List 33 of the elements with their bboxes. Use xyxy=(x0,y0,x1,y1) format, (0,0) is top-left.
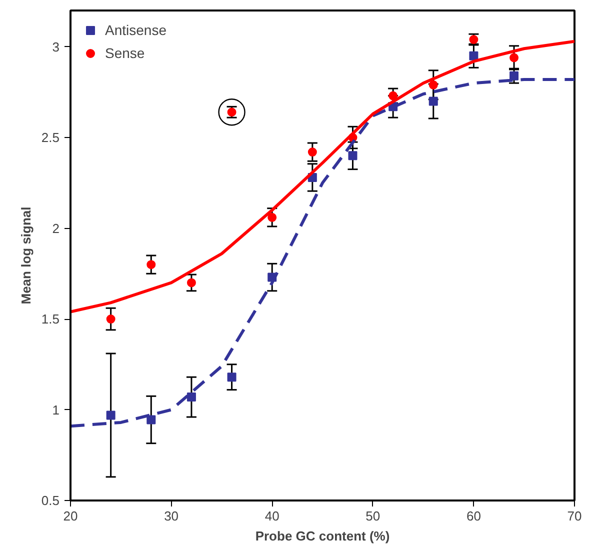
y-tick-label: 1 xyxy=(52,402,60,418)
x-tick-label: 60 xyxy=(466,508,481,524)
point xyxy=(428,96,438,106)
legend-label: Sense xyxy=(105,45,145,61)
point xyxy=(146,415,156,424)
y-tick-label: 3 xyxy=(52,39,60,54)
x-axis-title: Probe GC content (%) xyxy=(255,528,390,544)
point xyxy=(186,392,196,402)
point xyxy=(186,278,196,288)
point xyxy=(388,91,398,100)
x-tick-label: 70 xyxy=(567,508,582,524)
x-tick-label: 40 xyxy=(264,508,280,524)
x-tick-label: 30 xyxy=(164,508,179,524)
legend-label: Antisense xyxy=(105,22,166,38)
point xyxy=(227,372,236,382)
line-series xyxy=(70,40,574,314)
x-tick-label: 20 xyxy=(63,508,78,524)
point xyxy=(146,260,156,270)
y-tick-label: 2 xyxy=(52,220,60,236)
point xyxy=(428,80,438,90)
point xyxy=(510,53,519,62)
y-tick-label: 0.5 xyxy=(41,493,60,508)
y-tick-label: 2.5 xyxy=(41,130,60,146)
point xyxy=(106,410,116,420)
point xyxy=(469,51,478,60)
x-tick-label: 50 xyxy=(366,508,380,524)
point xyxy=(510,71,519,80)
point xyxy=(106,314,116,324)
y-tick-label: 1.5 xyxy=(41,312,60,327)
point xyxy=(268,212,277,222)
y-axis-title: Mean log signal xyxy=(18,206,34,304)
point xyxy=(308,148,317,157)
point xyxy=(348,151,358,160)
